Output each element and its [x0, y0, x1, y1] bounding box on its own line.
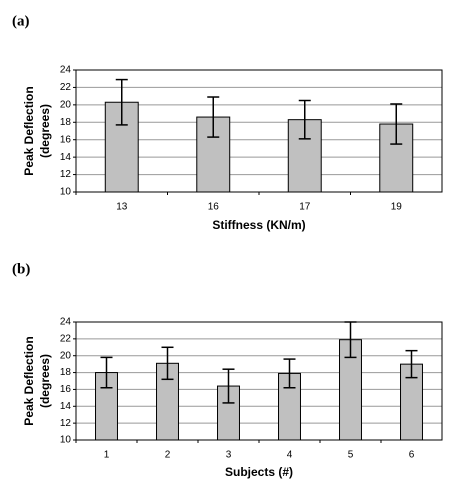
y-tick-label: 12 [60, 169, 72, 180]
y-tick-label: 10 [60, 435, 72, 446]
y-tick-label: 12 [60, 418, 72, 429]
x-tick-label: 13 [116, 202, 128, 213]
x-tick-label: 6 [409, 450, 415, 461]
plot-frame [75, 321, 443, 441]
panel-label: (a) [12, 13, 30, 29]
y-axis-title: (degrees) [38, 104, 52, 158]
y-tick-label: 22 [60, 333, 72, 344]
y-tick-label: 20 [60, 350, 72, 361]
x-tick-label: 16 [208, 202, 220, 213]
y-tick-label: 16 [60, 384, 72, 395]
y-tick-label: 16 [60, 134, 72, 145]
y-tick-label: 14 [60, 152, 72, 163]
y-axis-title: Peak Deflection [22, 336, 36, 425]
y-tick-label: 10 [60, 187, 72, 198]
y-tick-label: 14 [60, 401, 72, 412]
y-tick-label: 22 [60, 82, 72, 93]
x-tick-label: 3 [226, 450, 232, 461]
x-tick-label: 17 [299, 202, 311, 213]
y-tick-label: 18 [60, 367, 72, 378]
x-tick-label: 4 [287, 450, 293, 461]
y-tick-label: 24 [60, 65, 72, 76]
chart-panel: (a) 10 12 14 16 18 20 22 24 Peak Deflection (degre… [12, 13, 443, 232]
x-axis-title: Stiffness (KN/m) [212, 218, 305, 232]
x-tick-label: 5 [348, 450, 354, 461]
x-tick-label: 19 [391, 202, 403, 213]
y-tick-label: 20 [60, 99, 72, 110]
x-tick-label: 2 [165, 450, 171, 461]
x-axis-title: Subjects (#) [225, 465, 293, 479]
y-tick-label: 18 [60, 117, 72, 128]
y-axis-title: (degrees) [38, 354, 52, 408]
y-tick-label: 24 [60, 317, 72, 328]
x-tick-label: 1 [104, 450, 110, 461]
y-axis-title: Peak Deflection [22, 86, 36, 175]
panel-label: (b) [12, 261, 30, 277]
